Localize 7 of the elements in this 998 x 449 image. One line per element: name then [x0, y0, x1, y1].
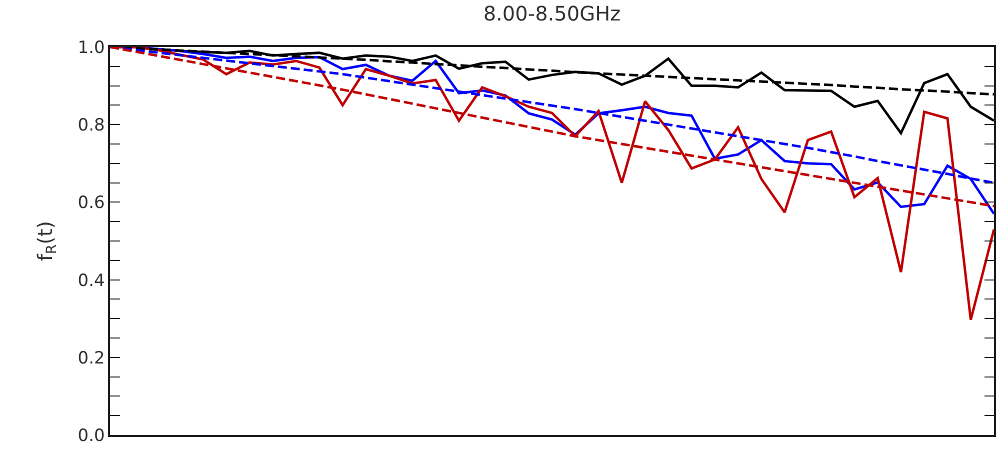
y-tick-label: 1.0: [78, 38, 105, 58]
y-tick-label: 0.6: [78, 193, 105, 214]
y-tick-label: 0.4: [78, 270, 105, 291]
y-tick-label: 0.8: [78, 116, 105, 136]
chart-title: 8.00-8.50GHz: [483, 2, 621, 26]
y-tick-label: 0.0: [78, 426, 105, 446]
y-tick-label: 0.2: [78, 348, 105, 368]
